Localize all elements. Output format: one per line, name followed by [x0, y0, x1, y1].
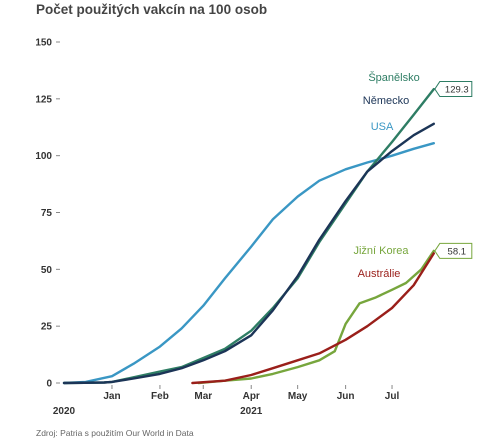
series-label-jizni-korea: Jižní Korea — [353, 245, 409, 257]
series-line-australie — [191, 252, 435, 385]
year-label: 2020 — [53, 406, 76, 417]
value-label-spanelsko: 129.3 — [445, 85, 469, 96]
y-tick-label: 50 — [41, 265, 53, 276]
series-line-usa — [62, 142, 435, 385]
series-line-nemecko — [62, 122, 435, 385]
x-tick-label: Jul — [385, 391, 400, 402]
series-label-australie: Austrálie — [358, 268, 401, 280]
x-tick-label: Jun — [337, 391, 355, 402]
y-tick-label: 25 — [41, 322, 53, 333]
value-callout-spanelsko — [434, 81, 473, 98]
source-note: Zdroj: Patria s použitím Our World in Da… — [36, 428, 194, 438]
x-tick-label: Feb — [151, 391, 169, 402]
series-lines — [62, 87, 435, 385]
x-axis: Jan Feb Mar Apr May Jun Jul 2020 2021 — [53, 385, 400, 417]
y-tick-label: 125 — [35, 94, 52, 105]
series-label-spanelsko: Španělsko — [368, 71, 419, 84]
x-tick-label: Apr — [243, 391, 260, 402]
series-label-nemecko: Německo — [363, 95, 409, 107]
year-label: 2021 — [240, 406, 263, 417]
y-tick-label: 75 — [41, 208, 53, 219]
x-tick-label: May — [288, 391, 308, 402]
series-labels: USA Španělsko Německo Jižní Korea Austrálie 1… — [353, 71, 473, 280]
y-axis: 0 25 50 75 100 125 150 — [35, 38, 60, 390]
series-line-jizni-korea — [197, 249, 435, 385]
x-tick-label: Jan — [103, 391, 120, 402]
x-tick-label: Mar — [194, 391, 212, 402]
y-tick-label: 0 — [46, 379, 52, 390]
y-tick-label: 100 — [35, 151, 52, 162]
value-label-jizni-korea: 58.1 — [448, 246, 467, 257]
series-label-usa: USA — [371, 121, 394, 133]
chart-title: Počet použitých vakcín na 100 osob — [36, 2, 267, 17]
y-tick-label: 150 — [35, 38, 52, 49]
value-callout-jizni-korea — [434, 242, 473, 259]
series-line-spanelsko — [62, 87, 435, 385]
